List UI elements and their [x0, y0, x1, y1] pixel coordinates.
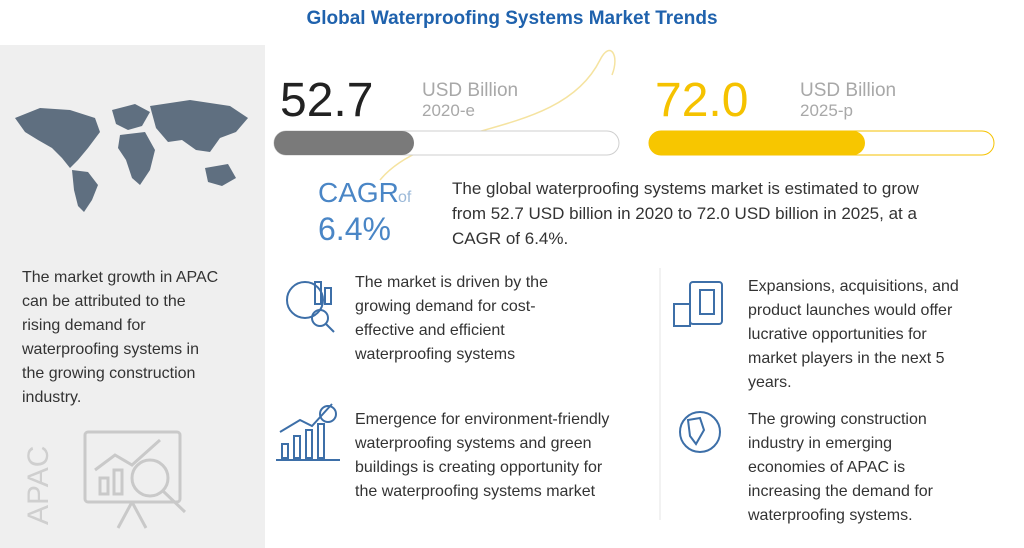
stat-value: 72.0: [655, 74, 748, 127]
item-text: waterproofing systems.: [747, 507, 913, 524]
cagr-value: 6.4%: [318, 211, 391, 247]
item-text: buildings is creating opportunity for: [355, 459, 603, 476]
left-text: The market growth in APAC can be attribut…: [21, 269, 218, 406]
progress-fill: [649, 131, 865, 155]
panel-text: The market growth in APAC: [22, 269, 218, 286]
panel-text: waterproofing systems in: [21, 341, 199, 358]
item-text: Expansions, acquisitions, and: [748, 278, 959, 295]
panel-text: the growing construction: [22, 365, 195, 382]
item-icon: [679, 411, 721, 453]
item-text: waterproofing systems: [354, 346, 515, 363]
item-icon: [276, 403, 340, 461]
item-text: growing demand for cost-: [355, 298, 536, 315]
item-text: industry in emerging: [748, 435, 892, 452]
item-text: Emergence for environment-friendly: [355, 411, 609, 428]
panel-text: industry.: [22, 389, 81, 406]
stat-unit: USD Billion: [422, 80, 518, 101]
item-text: The growing construction: [748, 411, 927, 428]
item-text: product launches would offer: [748, 302, 953, 319]
item-text: market players in the next 5: [748, 350, 945, 367]
stat-unit: USD Billion: [800, 80, 896, 101]
analytics-icon: [83, 430, 187, 529]
description: The global waterproofing systems market …: [452, 179, 919, 248]
item-text: lucrative opportunities for: [748, 326, 927, 343]
item-text: years.: [748, 374, 792, 391]
description-line: from 52.7 USD billion in 2020 to 72.0 US…: [452, 204, 917, 223]
stat-year: 2020-e: [422, 101, 475, 120]
cagr-of: of: [398, 189, 412, 206]
stat-value: 52.7: [280, 74, 373, 127]
items: The market is driven by the growing deman…: [354, 274, 959, 524]
item-text: increasing the demand for: [748, 483, 934, 500]
item-text: the waterproofing systems market: [355, 483, 596, 500]
cagr-label: CAGR: [318, 177, 399, 208]
description-line: The global waterproofing systems market …: [452, 179, 919, 198]
item-icon: [286, 281, 335, 333]
item-text: effective and efficient: [355, 322, 505, 339]
item-text: economies of APAC is: [748, 459, 905, 476]
world-map: [15, 100, 248, 212]
item-icon: [673, 281, 723, 327]
progress-fill: [274, 131, 414, 155]
description-line: CAGR of 6.4%.: [452, 229, 568, 248]
panel-text: can be attributed to the: [22, 293, 186, 310]
item-text: The market is driven by the: [355, 274, 548, 291]
item-text: waterproofing systems and green: [354, 435, 592, 452]
title: Global Waterproofing Systems Market Tren…: [306, 8, 717, 29]
panel-text: rising demand for: [22, 317, 146, 334]
stat-year: 2025-p: [800, 101, 853, 120]
region-label: APAC: [22, 446, 55, 525]
